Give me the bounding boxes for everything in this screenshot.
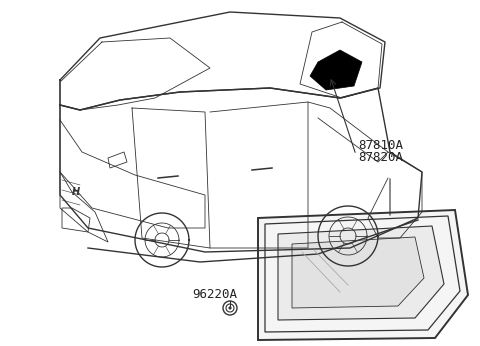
Polygon shape <box>278 226 444 320</box>
Text: 96220A: 96220A <box>192 288 237 300</box>
Text: H: H <box>72 187 80 197</box>
Text: 87820A: 87820A <box>358 151 403 164</box>
Circle shape <box>229 307 231 309</box>
Polygon shape <box>310 50 362 90</box>
Polygon shape <box>258 210 468 340</box>
Text: 87810A: 87810A <box>358 139 403 152</box>
Polygon shape <box>292 237 424 308</box>
